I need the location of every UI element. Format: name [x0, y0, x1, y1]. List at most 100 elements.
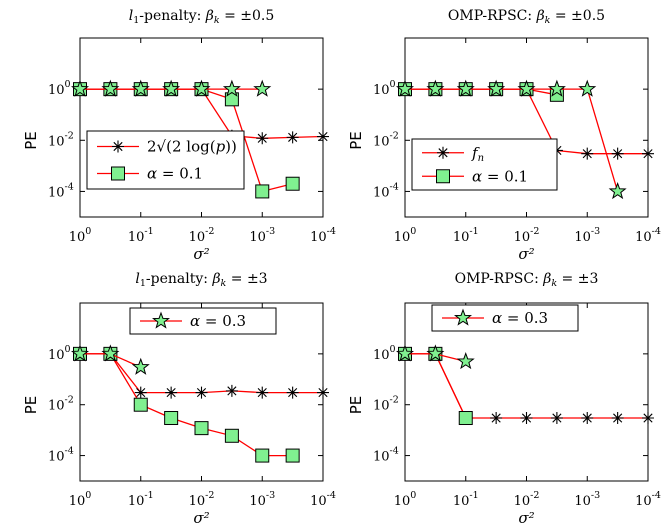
- series-star: [395, 344, 475, 370]
- x-tick-label: 10-1: [453, 226, 479, 245]
- legend: α = 0.3: [431, 304, 579, 332]
- legend-marker: [453, 308, 473, 326]
- legend-marker: [111, 166, 125, 181]
- legend-marker: [151, 311, 171, 329]
- data-point: [224, 428, 239, 443]
- data-point: [642, 412, 654, 425]
- panel-3: 100 10-1 10-2 10-3 10-4 100 10-2 10-4 l1-penalty…: [22, 271, 336, 526]
- x-tick-label: 10-3: [249, 226, 275, 245]
- data-point: [131, 79, 150, 97]
- data-point: [70, 79, 90, 97]
- y-tick-label: 100: [373, 79, 396, 98]
- data-point: [426, 344, 445, 362]
- legend-marker: [436, 169, 450, 184]
- data-point: [285, 448, 300, 463]
- legend-label: α = 0.3: [190, 312, 246, 330]
- x-tick-label: 10-3: [249, 490, 275, 509]
- series-star: [70, 79, 272, 97]
- y-tick-label: 10-2: [48, 395, 74, 414]
- panel-1: 100 10-1 10-2 10-3 10-4 100 10-2 10-4 l1-penalty…: [22, 8, 336, 263]
- data-point: [611, 147, 624, 160]
- data-point: [487, 79, 506, 97]
- data-point: [101, 344, 120, 362]
- x-tick-label: 10-2: [514, 490, 540, 509]
- data-point: [286, 131, 299, 144]
- data-point: [611, 412, 624, 425]
- x-tick-label: 10-2: [189, 490, 215, 509]
- data-point: [165, 386, 178, 399]
- x-tick-label: 10-4: [310, 490, 336, 509]
- x-tick-label: 10-1: [128, 226, 154, 245]
- data-point: [395, 79, 415, 97]
- data-point: [133, 397, 148, 412]
- x-tick-label: 100: [69, 226, 92, 245]
- panel-title: OMP-RPSC: βk = ±3: [455, 271, 599, 289]
- y-axis-label: PE: [22, 131, 40, 150]
- y-axis-label: PE: [347, 396, 365, 415]
- series-star: [70, 344, 150, 375]
- panel-title: l1-penalty: βk = ±0.5: [129, 8, 275, 26]
- data-point: [134, 386, 147, 399]
- x-tick-label: 100: [394, 490, 417, 509]
- data-point: [456, 352, 475, 370]
- data-point: [195, 386, 208, 399]
- legend-label: α = 0.1: [472, 167, 528, 185]
- data-point: [225, 384, 238, 397]
- data-point: [286, 386, 299, 399]
- y-tick-label: 100: [48, 79, 71, 98]
- data-point: [255, 184, 270, 199]
- data-point: [642, 147, 654, 160]
- x-tick-label: 10-4: [635, 226, 661, 245]
- y-tick-label: 10-4: [373, 181, 399, 200]
- x-tick-label: 10-1: [453, 490, 479, 509]
- panel-4: 100 10-1 10-2 10-3 10-4 100 10-2 10-4 OMP-RPSC: …: [347, 271, 661, 526]
- data-point: [256, 132, 269, 145]
- series-star: [395, 79, 627, 200]
- data-point: [164, 411, 179, 426]
- data-point: [608, 181, 627, 200]
- data-point: [547, 79, 566, 97]
- data-point: [317, 130, 329, 143]
- x-axis-label: σ²: [518, 245, 534, 263]
- x-tick-label: 10-3: [574, 226, 600, 245]
- legend: fn α = 0.1: [411, 138, 558, 191]
- data-point: [581, 147, 594, 160]
- data-point: [222, 79, 241, 97]
- y-tick-label: 10-2: [48, 130, 74, 149]
- legend-label: fn: [471, 144, 484, 164]
- y-tick-label: 10-4: [48, 181, 74, 200]
- data-point: [520, 412, 533, 425]
- y-tick-label: 10-2: [373, 130, 399, 149]
- plot-area: [404, 302, 649, 482]
- data-point: [162, 79, 181, 97]
- data-point: [517, 79, 536, 97]
- x-tick-label: 100: [69, 490, 92, 509]
- y-axis-label: PE: [347, 131, 365, 150]
- y-tick-label: 10-4: [48, 446, 74, 465]
- data-point: [255, 448, 270, 463]
- legend-label: α = 0.1: [147, 165, 203, 183]
- x-tick-label: 10-2: [514, 226, 540, 245]
- x-axis-label: σ²: [193, 509, 209, 526]
- data-point: [581, 412, 594, 425]
- x-tick-label: 10-2: [189, 226, 215, 245]
- y-tick-label: 10-4: [373, 446, 399, 465]
- data-point: [490, 412, 503, 425]
- legend-marker: [437, 146, 449, 159]
- x-tick-label: 100: [394, 226, 417, 245]
- data-point: [101, 79, 120, 97]
- y-tick-label: 100: [373, 344, 396, 363]
- data-point: [253, 79, 272, 97]
- x-tick-label: 10-4: [310, 226, 336, 245]
- x-tick-label: 10-3: [574, 490, 600, 509]
- data-point: [256, 386, 269, 399]
- data-point: [578, 79, 597, 97]
- legend: 2√(2 log(p)) α = 0.1: [86, 130, 245, 190]
- data-point: [70, 344, 90, 362]
- x-axis-label: σ²: [193, 245, 209, 263]
- legend-label: 2√(2 log(p)): [147, 138, 237, 156]
- x-axis-label: σ²: [518, 509, 534, 526]
- series-square: [73, 346, 300, 463]
- panel-title: OMP-RPSC: βk = ±0.5: [448, 8, 605, 26]
